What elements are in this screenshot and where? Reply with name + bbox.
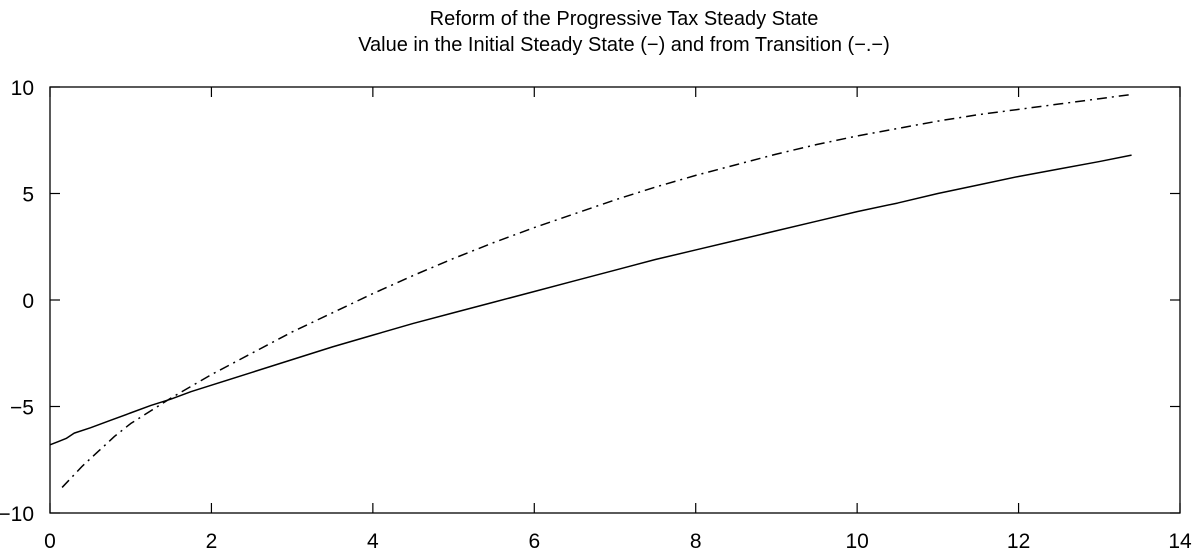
x-tick-label: 4 [367, 530, 379, 553]
x-tick-label: 12 [1007, 530, 1030, 553]
y-tick-label: 5 [22, 184, 34, 207]
x-tick-label: 14 [1168, 530, 1192, 553]
y-tick-label: −5 [10, 397, 34, 420]
x-tick-label: 8 [690, 530, 702, 553]
axes-box [49, 86, 1181, 514]
y-tick-label: 10 [11, 77, 34, 100]
plot-area: 0 2 4 6 8 10 12 14 −10 −5 0 5 10 [0, 77, 1192, 553]
series-line-dashdot [61, 93, 1132, 488]
y-tick-label: −10 [0, 503, 34, 526]
x-tick-label: 6 [528, 530, 540, 553]
chart-title: Reform of the Progressive Tax Steady Sta… [430, 8, 819, 30]
chart-subtitle: Value in the Initial Steady State (−) an… [358, 34, 890, 56]
series-line-solid [49, 154, 1132, 446]
x-tick-label: 0 [44, 530, 56, 553]
y-tick-label: 0 [22, 290, 34, 313]
x-tick-label: 2 [206, 530, 218, 553]
x-tick-label: 10 [845, 530, 868, 553]
